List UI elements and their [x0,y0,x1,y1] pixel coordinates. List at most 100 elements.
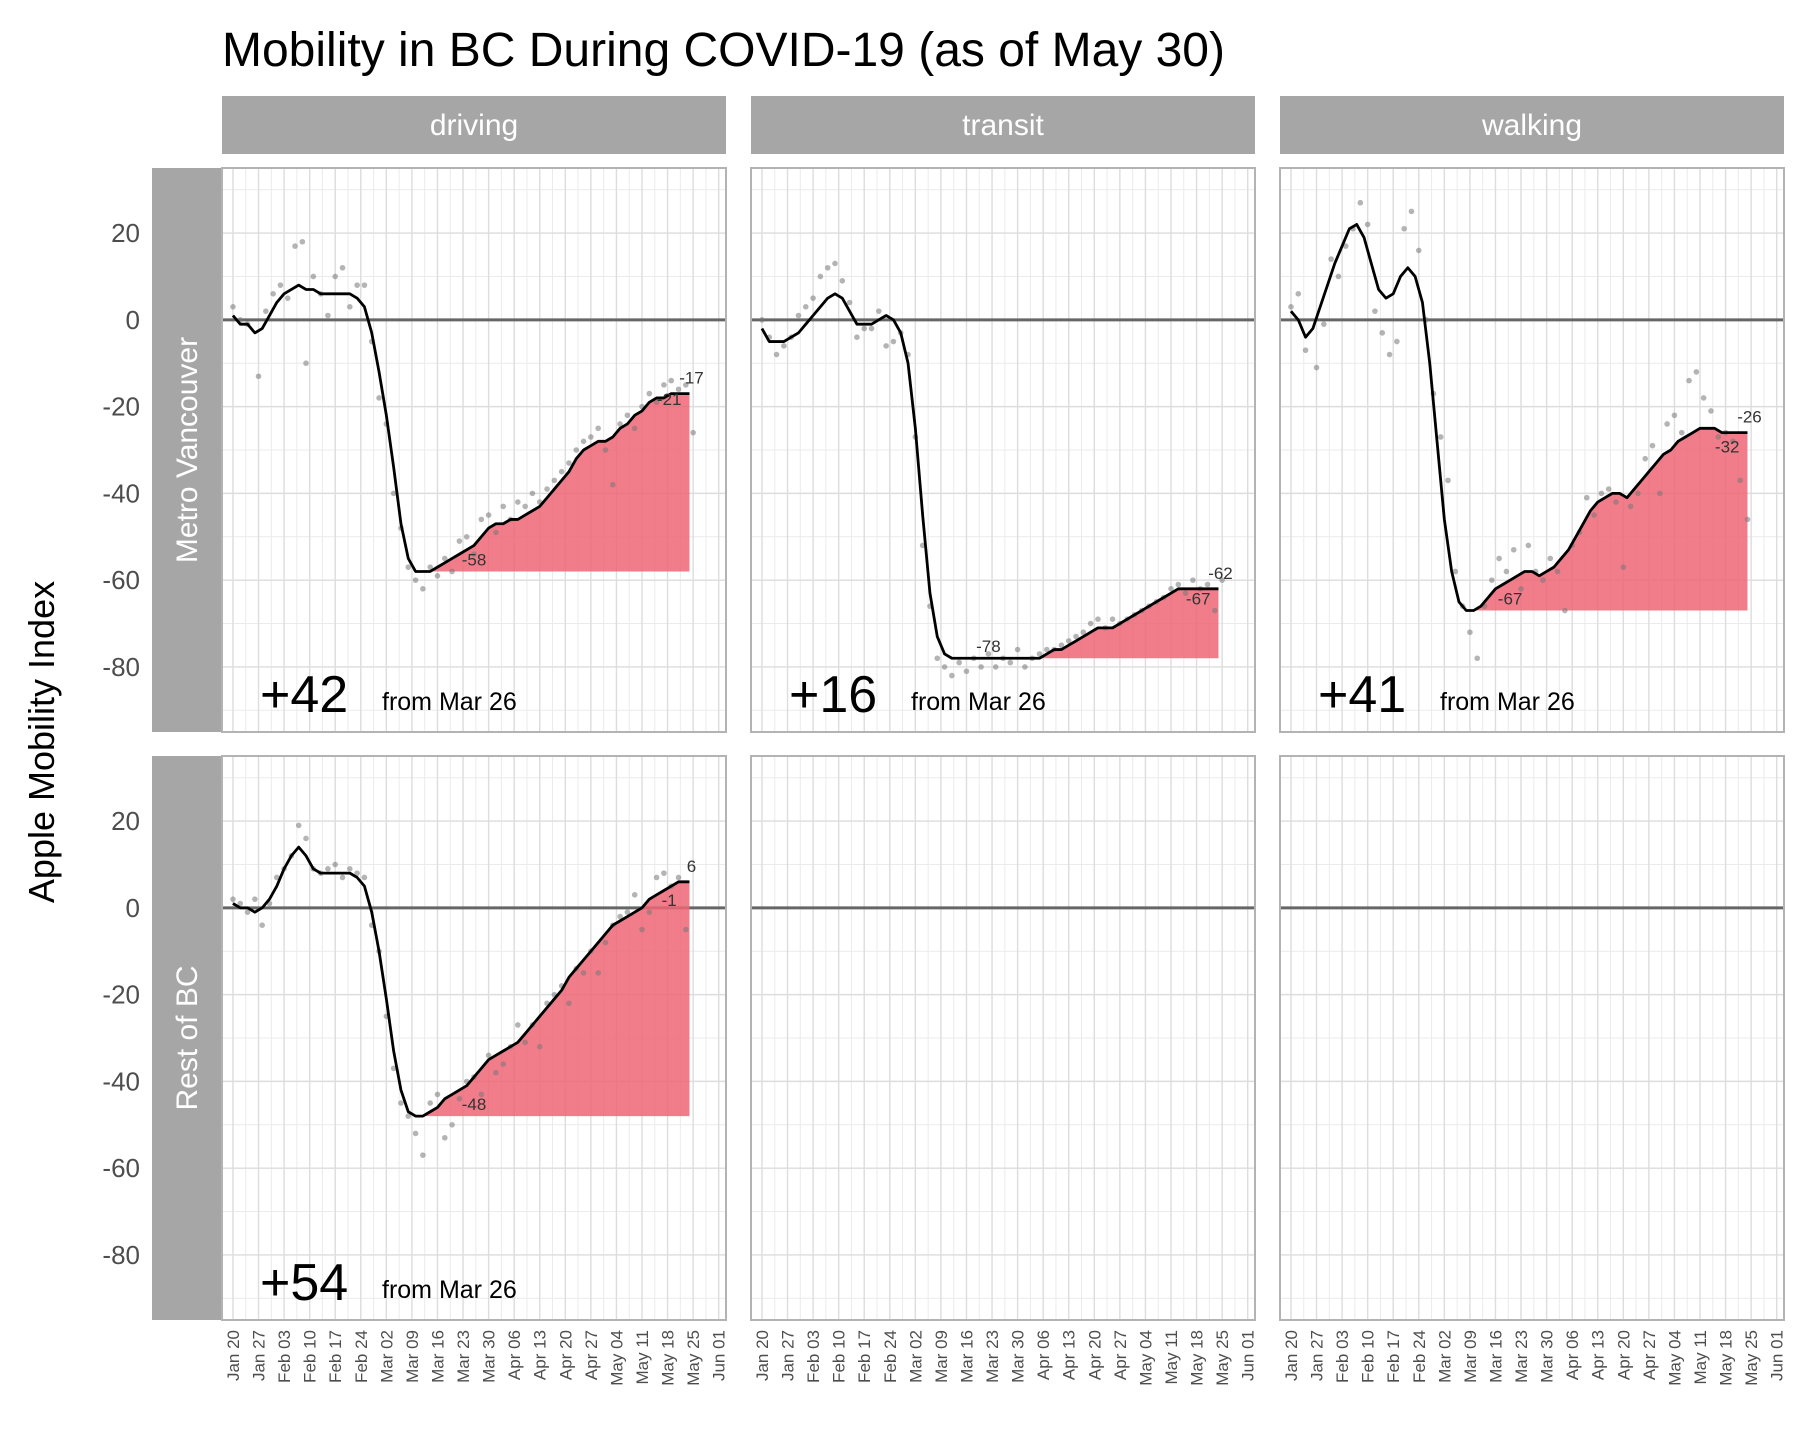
data-point [1700,395,1707,401]
x-tick-label: Mar 23 [1512,1330,1531,1383]
data-point [1540,577,1546,583]
y-tick-label: -80 [102,652,140,682]
data-point [690,429,696,436]
data-point [270,291,276,297]
data-point [522,1039,528,1046]
data-point [1708,408,1714,414]
data-point [230,304,236,310]
data-point [347,866,353,872]
x-tick-label: May 25 [1742,1330,1761,1386]
data-point [1408,208,1415,215]
x-tick-label: Jan 27 [1308,1330,1327,1381]
data-point [303,360,309,367]
x-tick-label: Jan 27 [250,1330,269,1381]
min-annotation: -58 [462,550,487,569]
recovery-area [415,881,690,1117]
x-tick-label: Feb 17 [326,1330,345,1383]
data-point [485,512,492,518]
data-point [595,425,601,432]
data-point [949,672,955,679]
data-point [631,892,638,898]
x-tick-label: Feb 24 [352,1330,371,1383]
data-point [339,264,346,271]
min-annotation: -67 [1498,590,1523,609]
data-point [259,922,265,928]
data-point [1503,568,1510,575]
data-point [832,260,838,267]
data-point [1496,555,1502,562]
data-point [883,343,889,349]
data-point [1328,256,1334,262]
data-point [631,425,638,432]
data-point [661,870,667,876]
data-point [683,926,689,933]
x-tick-label: Feb 03 [804,1330,823,1383]
data-point [683,382,689,388]
data-point [1583,494,1590,501]
data-point [252,896,258,902]
data-point [992,664,999,670]
data-point [1737,477,1743,484]
data-point [1219,577,1225,583]
data-point [1671,412,1678,419]
x-tick-label: Mar 23 [454,1330,473,1383]
data-point [609,481,616,488]
column-strip [222,96,726,154]
data-point [781,343,787,349]
change-reference-label: from Mar 26 [1440,688,1575,716]
data-point [1394,338,1400,345]
x-tick-label: Mar 30 [1009,1330,1028,1383]
y-tick-label: -20 [102,980,140,1010]
recovery-area [1466,428,1748,611]
x-tick-label: Jun 01 [710,1330,729,1381]
data-point [1452,568,1459,575]
recovery-area [419,393,690,572]
panel-border [750,755,1256,1321]
trend-line [232,845,690,1118]
data-point [1335,273,1342,280]
data-point [244,909,251,915]
data-point [456,1095,463,1102]
panel [1279,755,1785,1321]
data-point [1087,620,1094,627]
x-tick-label: Feb 17 [1384,1330,1403,1383]
x-tick-label: May 11 [633,1330,652,1385]
panel-border [1279,167,1785,733]
data-point [427,564,433,570]
data-point [493,1069,499,1076]
data-point [1547,555,1554,562]
data-point [978,664,984,670]
data-point [1518,586,1524,592]
data-point [1635,490,1641,497]
data-point [861,325,868,332]
panel-border [1279,755,1785,1321]
data-point [653,399,660,406]
x-tick-label: May 25 [1213,1330,1232,1386]
row-strip [152,756,222,1320]
data-point [1605,486,1612,492]
data-point [846,299,853,306]
x-tick-label: Mar 16 [428,1330,447,1383]
panel: -58 -21 -17 +42 from Mar 26 [221,167,727,733]
data-point [310,273,317,280]
min-annotation: -78 [976,637,1001,656]
change-reference-label: from Mar 26 [382,1276,517,1304]
trend-line [231,283,690,573]
x-tick-label: Apr 20 [1614,1330,1633,1380]
x-tick-label: Mar 09 [403,1330,422,1383]
data-point [1109,616,1116,622]
data-point [773,351,780,358]
x-tick-label: Mar 30 [1538,1330,1557,1383]
column-strip-label: driving [430,109,518,142]
panel-border [750,167,1256,733]
x-tick-label: Feb 03 [1333,1330,1352,1383]
data-point [449,568,455,575]
panel-border [221,755,727,1321]
data-point [1022,664,1028,670]
data-point [1302,347,1309,354]
column-strip [751,96,1255,154]
x-tick-label: Jan 20 [753,1330,772,1381]
data-point [580,438,587,445]
data-point [1080,629,1087,636]
y-tick-label: 0 [126,893,140,923]
